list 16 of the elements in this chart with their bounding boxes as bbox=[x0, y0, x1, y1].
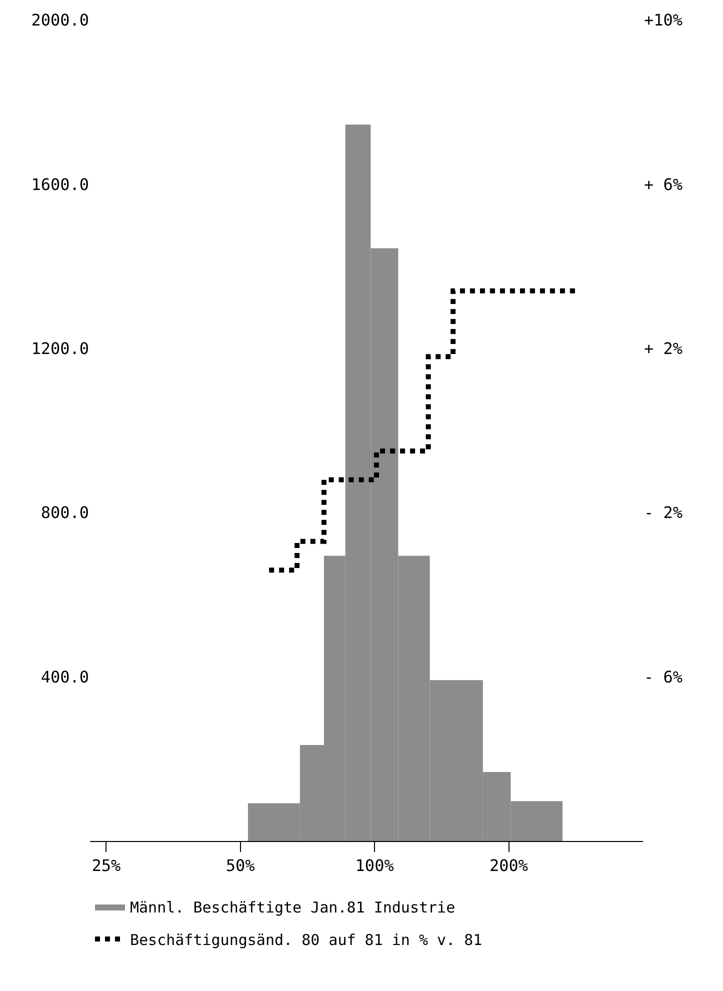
y2-tick-label: +10% bbox=[644, 10, 683, 30]
x-tick-label: 50% bbox=[226, 856, 256, 876]
x-tick-label: 100% bbox=[355, 856, 394, 876]
x-tick-label: 25% bbox=[92, 856, 121, 876]
y2-tick-label: + 2% bbox=[644, 339, 683, 358]
y-tick-label: 800.0 bbox=[40, 503, 89, 522]
legend-label: Männl. Beschäftigte Jan.81 Industrie bbox=[130, 898, 456, 916]
y-tick-label: 2000.0 bbox=[31, 10, 89, 30]
y2-tick-label: + 6% bbox=[644, 174, 683, 194]
x-tick-label: 200% bbox=[490, 856, 528, 876]
y-tick-label: 1200.0 bbox=[31, 339, 89, 358]
y2-tick-label: - 6% bbox=[644, 667, 683, 686]
y-tick-label: 1600.0 bbox=[31, 174, 89, 194]
legend-label: Beschäftigungsänd. 80 auf 81 in % v. 81 bbox=[130, 930, 482, 949]
y2-tick-label: - 2% bbox=[644, 503, 683, 522]
y-tick-label: 400.0 bbox=[40, 667, 89, 686]
